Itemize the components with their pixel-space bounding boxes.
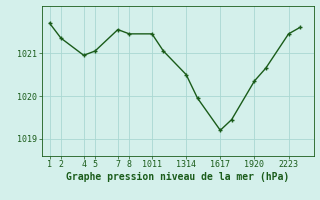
X-axis label: Graphe pression niveau de la mer (hPa): Graphe pression niveau de la mer (hPa) (66, 172, 289, 182)
